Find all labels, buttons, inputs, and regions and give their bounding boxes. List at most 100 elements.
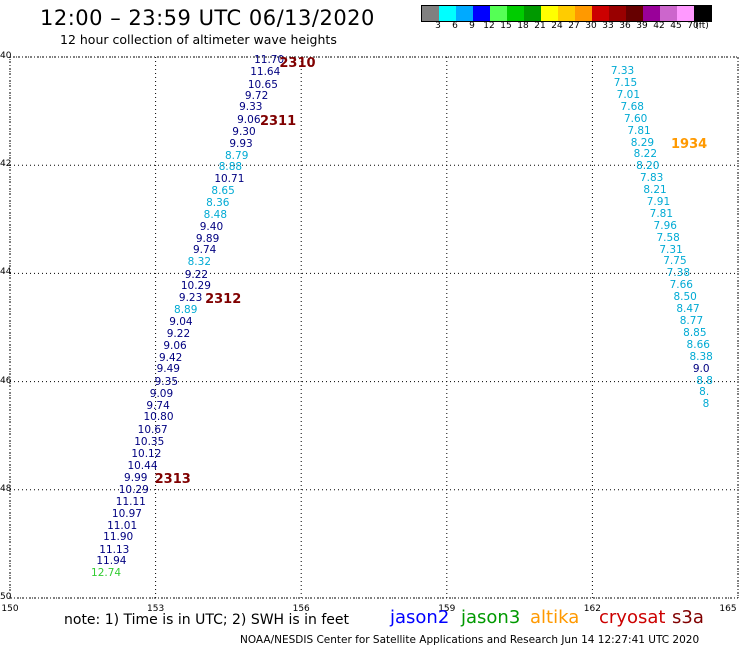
- wave-height-value: 9.06: [237, 113, 261, 126]
- satellite-legend-s3a: s3a: [672, 607, 704, 628]
- latitude-tick-label: 46: [0, 375, 12, 386]
- color-swatch: [575, 6, 592, 21]
- wave-height-value: 9.0: [692, 362, 710, 375]
- wave-height-value: 9.22: [166, 327, 191, 340]
- wave-height-value: 11.70: [254, 54, 285, 67]
- wave-height-value: 9.72: [244, 90, 269, 102]
- wave-height-value: 7.33: [610, 65, 635, 78]
- color-swatch: [677, 6, 694, 21]
- color-scale-label: 18: [517, 21, 529, 31]
- wave-height-value: 9.04: [169, 316, 193, 329]
- color-scale-label: 42: [653, 21, 665, 31]
- wave-height-value: 7.38: [666, 267, 691, 280]
- wave-height-value: 10.29: [118, 483, 149, 496]
- pass-time-label: 2310: [279, 55, 316, 71]
- wave-height-value: 9.06: [163, 339, 187, 352]
- longitude-tick-label: 153: [147, 604, 165, 614]
- color-swatch: [439, 6, 456, 21]
- color-scale-label: 15: [500, 21, 512, 31]
- wave-height-value: 7.15: [613, 77, 638, 90]
- color-scale-label: 33: [602, 21, 614, 31]
- pass-time-label: 1934: [671, 136, 708, 152]
- wave-height-value: 8.29: [630, 136, 655, 149]
- wave-height-value: 8.50: [673, 291, 697, 304]
- color-scale-label: 6: [452, 21, 458, 31]
- pass-time-label: 2312: [205, 292, 242, 308]
- wave-height-value: 8.79: [225, 149, 249, 162]
- longitude-tick-label: 162: [583, 604, 601, 614]
- wave-height-value: 10.71: [214, 173, 245, 186]
- color-scale-label: 30: [585, 21, 597, 31]
- wave-height-value: 8.65: [211, 184, 235, 197]
- latitude-tick-label: 48: [0, 483, 12, 494]
- wave-height-value: 8.8: [696, 374, 713, 387]
- wave-height-value: 8.89: [174, 303, 198, 316]
- wave-height-value: 7.31: [659, 243, 683, 256]
- wave-height-value: 10.35: [134, 435, 165, 448]
- wave-height-value: 8.22: [633, 148, 658, 161]
- wave-height-value: 8.21: [643, 184, 667, 197]
- wave-height-value: 8.38: [689, 350, 713, 363]
- wave-height-value: 10.29: [180, 279, 211, 292]
- color-scale-label: (ft): [695, 21, 709, 31]
- wave-height-value: 9.30: [232, 125, 256, 138]
- wave-height-value: 11.11: [115, 496, 146, 509]
- wave-height-value: 7.83: [639, 172, 664, 185]
- satellite-legend-cryosat: cryosat: [599, 607, 666, 628]
- map-plot-area: [9, 56, 739, 599]
- units-note: note: 1) Time is in UTC; 2) SWH is in fe…: [64, 612, 350, 628]
- color-swatch: [660, 6, 677, 21]
- wave-height-value: 11.01: [107, 519, 138, 532]
- wave-height-value: 8.: [699, 386, 710, 399]
- color-swatch: [473, 6, 490, 21]
- wave-height-value: 9.09: [149, 387, 174, 400]
- longitude-tick-label: 165: [719, 604, 737, 614]
- wave-height-value: 8.36: [206, 197, 230, 210]
- latitude-tick-label: 40: [0, 51, 12, 61]
- wave-height-value: 11.94: [96, 555, 127, 568]
- wave-height-value: 9.74: [146, 399, 170, 412]
- wave-height-value: 10.12: [131, 448, 162, 461]
- longitude-tick-label: 150: [1, 604, 19, 614]
- color-swatch: [558, 6, 575, 21]
- wave-height-value: 10.44: [127, 460, 158, 473]
- wave-height-value: 8.88: [218, 160, 243, 173]
- color-swatch: [694, 6, 711, 21]
- longitude-tick-label: 159: [438, 604, 456, 614]
- color-scale-label: 39: [636, 21, 648, 31]
- color-scale-label: 12: [483, 21, 495, 31]
- wave-height-value: 11.13: [99, 543, 130, 556]
- color-swatch: [626, 6, 643, 21]
- wave-height-value: 7.60: [623, 112, 648, 125]
- satellite-legend-altika: altika: [530, 607, 580, 628]
- wave-height-value: 8.77: [679, 315, 704, 328]
- satellite-legend-jason3: jason3: [461, 607, 521, 628]
- color-scale-label: 3: [435, 21, 441, 31]
- wave-height-value: 9.49: [156, 363, 180, 376]
- wave-height-value: 7.96: [653, 219, 677, 232]
- wave-height-value: 9.22: [184, 268, 209, 281]
- wave-height-value: 7.66: [669, 279, 693, 292]
- wave-height-value: 8.48: [203, 209, 228, 222]
- color-swatch: [592, 6, 609, 21]
- wave-height-value: 7.91: [646, 196, 671, 209]
- wave-height-value: 7.01: [616, 88, 641, 101]
- map-grid: [9, 56, 739, 599]
- wave-height-value: 7.81: [649, 207, 674, 220]
- wave-height-value: 7.68: [620, 100, 644, 113]
- wave-height-value: 7.75: [663, 255, 687, 267]
- latitude-tick-label: 44: [0, 267, 12, 278]
- wave-height-value: 9.99: [124, 471, 148, 484]
- wave-height-value: 10.65: [247, 79, 278, 92]
- wave-height-value: 11.90: [103, 531, 134, 544]
- latitude-tick-label: 42: [0, 159, 12, 170]
- color-swatch: [609, 6, 626, 21]
- wave-height-value: 9.40: [199, 220, 224, 233]
- color-swatch: [456, 6, 473, 21]
- satellite-legend-jason2: jason2: [390, 607, 450, 628]
- color-swatch: [422, 6, 439, 21]
- color-scale-label: 24: [551, 21, 563, 31]
- wave-height-value: 9.35: [154, 375, 179, 388]
- wave-height-value: 9.89: [195, 232, 220, 245]
- wave-height-value: 9.74: [192, 244, 217, 257]
